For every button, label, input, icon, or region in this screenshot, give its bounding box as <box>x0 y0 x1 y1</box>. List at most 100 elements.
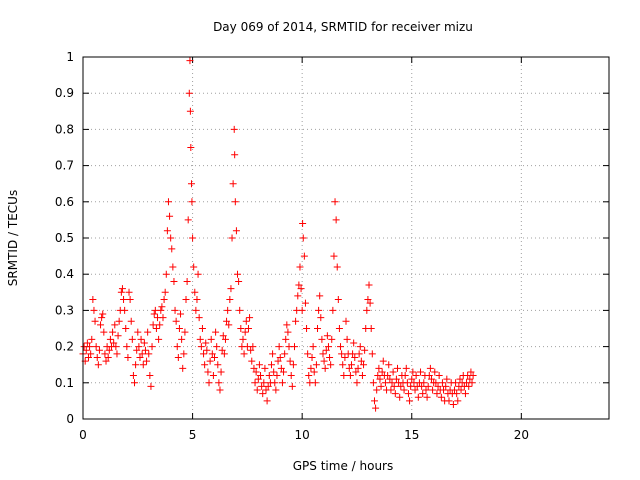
data-point-0-108 <box>194 270 202 278</box>
data-point-0-47 <box>131 379 139 387</box>
data-point-0-332 <box>437 393 445 401</box>
data-point-0-291 <box>392 375 400 383</box>
data-point-0-285 <box>386 375 394 383</box>
data-point-0-215 <box>309 343 317 351</box>
data-point-0-347 <box>454 397 462 405</box>
data-point-0-288 <box>389 368 397 376</box>
data-point-0-334 <box>440 386 448 394</box>
data-point-0-345 <box>452 379 460 387</box>
data-point-0-176 <box>267 361 275 369</box>
data-point-0-89 <box>177 310 185 318</box>
data-point-0-202 <box>296 263 304 271</box>
data-point-0-275 <box>375 364 383 372</box>
data-point-0-97 <box>185 89 193 97</box>
data-point-0-248 <box>345 364 353 372</box>
data-point-0-284 <box>385 361 393 369</box>
data-point-0-32 <box>114 332 122 340</box>
data-point-0-94 <box>182 296 190 304</box>
data-point-0-75 <box>161 288 169 296</box>
data-point-0-129 <box>217 368 225 376</box>
x-tick-label-1: 5 <box>189 428 197 442</box>
data-point-0-52 <box>136 353 144 361</box>
data-point-0-119 <box>206 357 214 365</box>
data-point-0-283 <box>384 372 392 380</box>
data-point-0-115 <box>202 339 210 347</box>
chart-title: Day 069 of 2014, SRMTID for receiver miz… <box>213 20 473 34</box>
data-point-0-35 <box>117 288 125 296</box>
data-point-0-40 <box>123 343 131 351</box>
data-point-0-180 <box>272 386 280 394</box>
data-point-0-139 <box>228 234 236 242</box>
data-point-0-42 <box>125 288 133 296</box>
data-point-0-140 <box>229 180 237 188</box>
data-point-0-300 <box>402 364 410 372</box>
data-point-0-169 <box>260 379 268 387</box>
data-point-0-114 <box>201 361 209 369</box>
data-point-0-3 <box>82 346 90 354</box>
data-point-0-207 <box>300 252 308 260</box>
data-point-0-49 <box>133 346 141 354</box>
data-point-0-36 <box>118 285 126 293</box>
data-point-0-137 <box>226 296 234 304</box>
data-point-0-100 <box>187 144 195 151</box>
data-point-0-83 <box>170 277 178 285</box>
data-point-0-326 <box>431 368 439 376</box>
data-point-0-123 <box>211 353 218 361</box>
y-tick-label-5: 0.5 <box>55 231 74 245</box>
data-point-0-319 <box>423 393 431 401</box>
data-point-0-200 <box>294 292 302 300</box>
data-point-0-28 <box>110 339 118 347</box>
y-tick-label-3: 0.3 <box>55 303 74 317</box>
data-point-0-321 <box>425 372 433 380</box>
data-point-0-191 <box>284 328 292 336</box>
data-point-0-143 <box>231 198 239 206</box>
data-point-0-73 <box>159 314 167 322</box>
data-point-0-205 <box>299 220 307 228</box>
y-tick-label-7: 0.7 <box>55 159 74 173</box>
data-point-0-258 <box>356 343 364 351</box>
data-point-0-14 <box>94 361 102 369</box>
data-point-0-228 <box>323 332 331 340</box>
data-point-0-27 <box>109 328 117 336</box>
data-point-0-224 <box>319 350 327 358</box>
data-point-0-91 <box>179 364 187 372</box>
data-point-0-294 <box>396 393 404 401</box>
data-point-0-135 <box>224 306 232 314</box>
data-point-0-194 <box>287 372 295 380</box>
data-point-0-322 <box>426 364 434 372</box>
data-point-0-82 <box>169 263 177 271</box>
y-tick-label-2: 0.2 <box>55 340 74 354</box>
data-point-0-239 <box>335 325 343 332</box>
data-point-0-222 <box>317 314 325 322</box>
data-point-0-102 <box>188 198 196 206</box>
data-point-0-24 <box>105 346 113 354</box>
data-point-0-271 <box>370 397 378 405</box>
data-point-0-142 <box>231 151 239 159</box>
data-point-0-77 <box>163 227 171 235</box>
data-point-0-195 <box>288 382 296 390</box>
data-point-0-165 <box>255 361 263 369</box>
data-point-0-168 <box>259 390 267 398</box>
data-point-0-21 <box>102 357 110 365</box>
data-point-0-164 <box>254 375 262 383</box>
data-point-0-241 <box>338 350 346 358</box>
data-point-0-174 <box>265 372 273 380</box>
data-point-0-122 <box>209 372 217 380</box>
data-point-0-302 <box>404 390 412 398</box>
data-point-0-55 <box>139 361 147 369</box>
data-point-0-163 <box>253 386 261 394</box>
y-tick-label-6: 0.6 <box>55 195 74 209</box>
data-point-0-179 <box>271 379 279 387</box>
data-point-0-323 <box>427 375 435 383</box>
data-point-0-23 <box>104 353 112 361</box>
data-point-0-31 <box>113 350 121 358</box>
data-point-0-54 <box>138 350 146 358</box>
data-point-0-178 <box>270 368 278 376</box>
data-point-0-357 <box>465 382 473 390</box>
data-point-0-214 <box>308 353 316 361</box>
data-point-0-121 <box>208 350 216 358</box>
data-point-0-46 <box>129 372 137 380</box>
data-point-0-257 <box>355 350 363 358</box>
data-point-0-324 <box>429 386 437 394</box>
data-point-0-206 <box>299 234 307 242</box>
